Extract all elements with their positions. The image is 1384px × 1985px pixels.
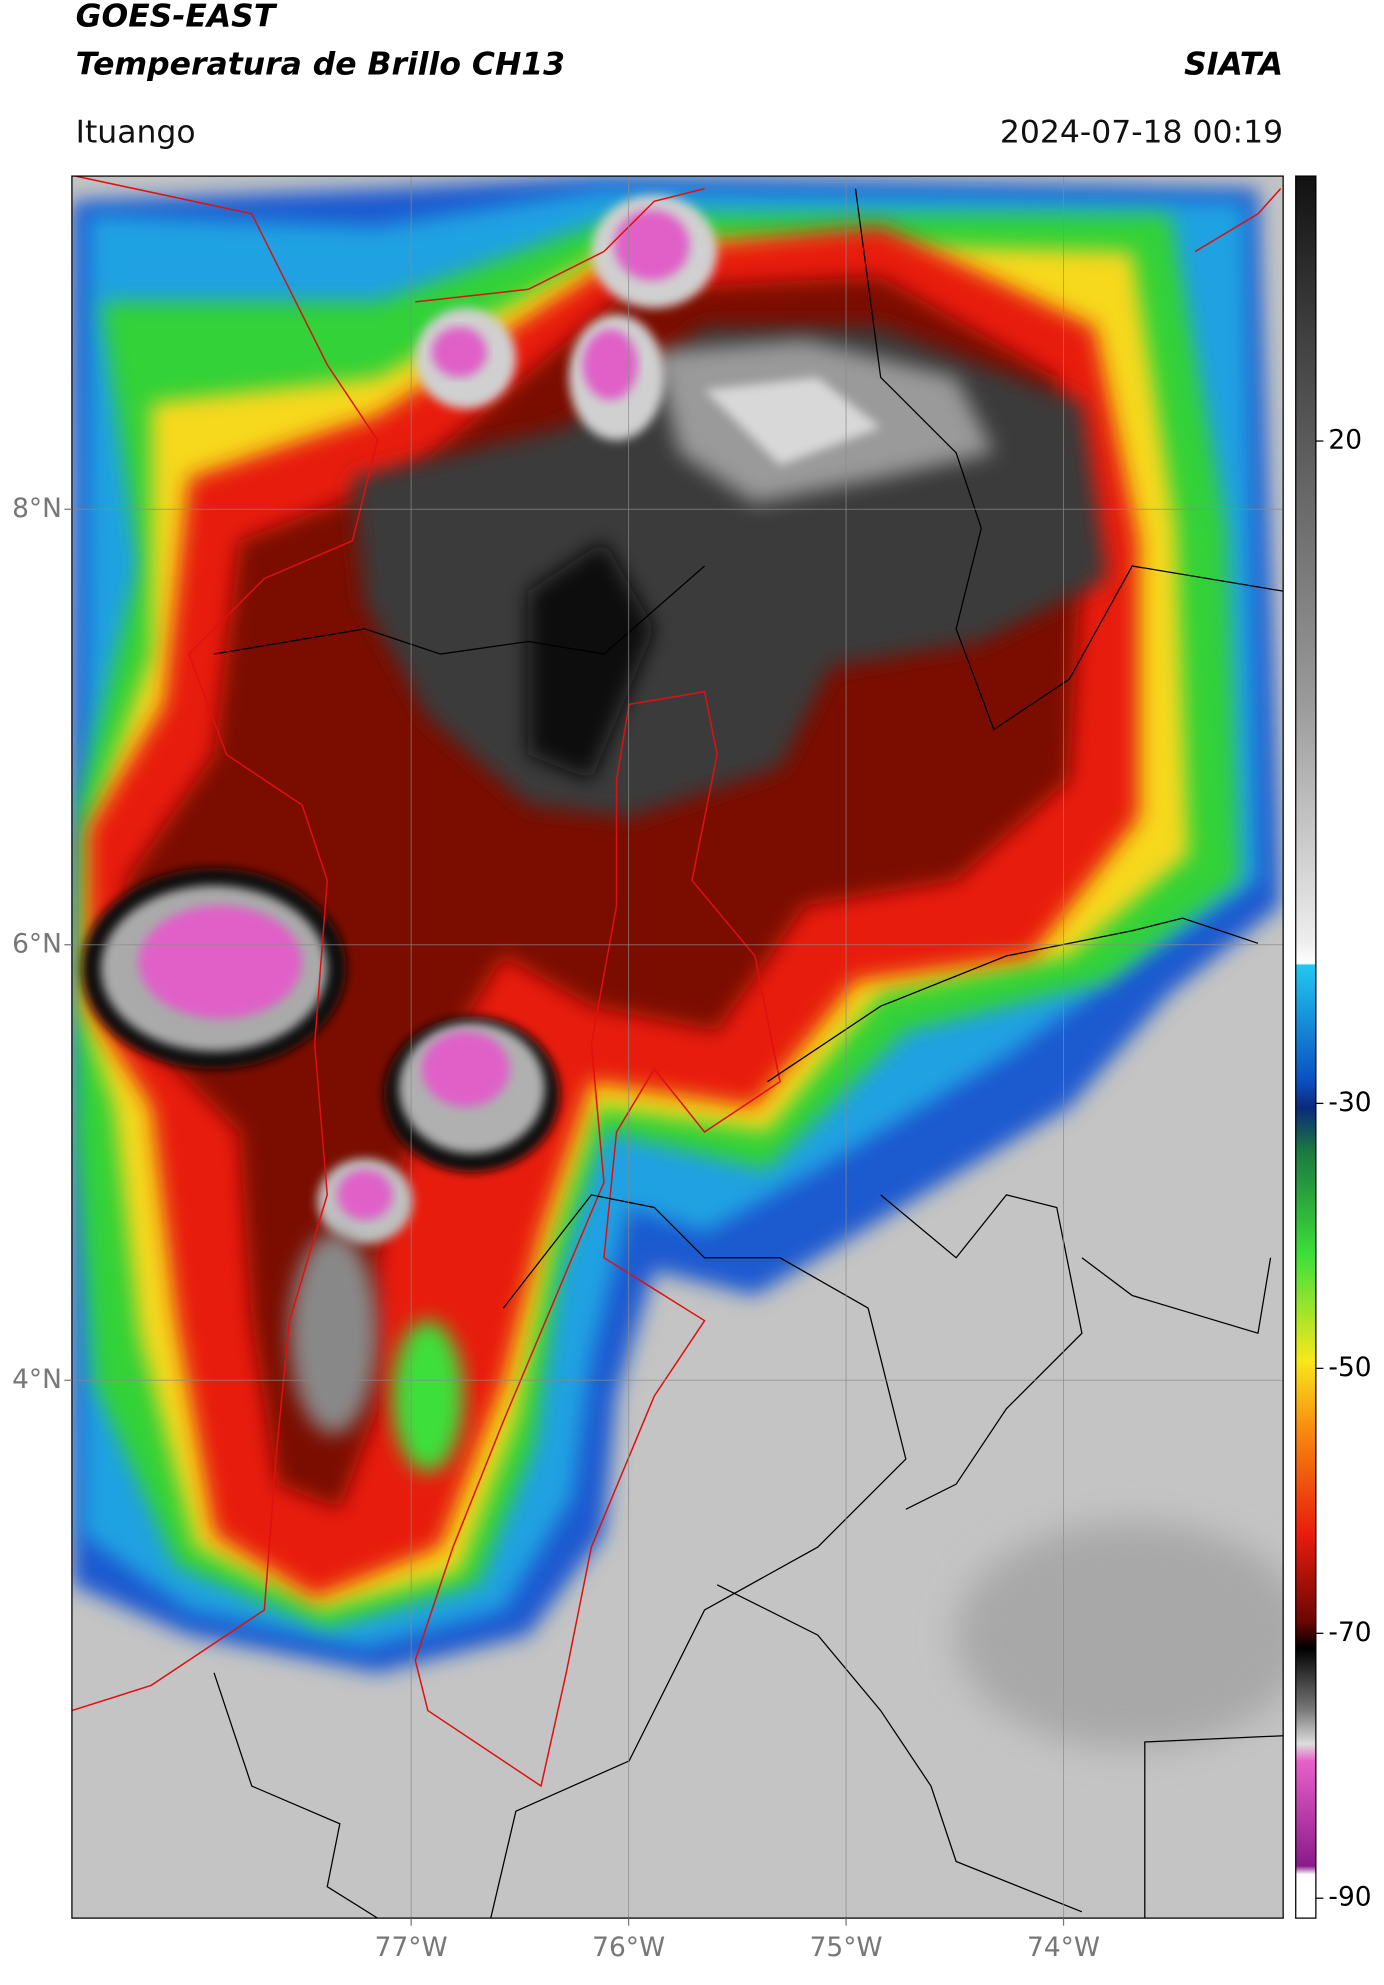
subtitle: Temperatura de Brillo CH13	[76, 46, 565, 82]
colorbar	[1295, 175, 1317, 1919]
lon-tick-label: 76°W	[592, 1932, 665, 1963]
lon-tick-label: 77°W	[375, 1932, 448, 1963]
satellite-image	[71, 176, 1284, 1919]
lon-tick-label: 75°W	[810, 1932, 883, 1963]
colorbar-tick-label: -50	[1328, 1352, 1371, 1383]
title: GOES-EAST	[76, 0, 278, 35]
lat-tick-label: 6°N	[12, 928, 62, 959]
datetime: 2024-07-18 00:19	[1000, 114, 1283, 150]
colorbar-tick-label: 20	[1328, 425, 1362, 456]
lat-tick-label: 8°N	[12, 493, 62, 524]
source: SIATA	[1184, 46, 1283, 82]
map-frame	[71, 175, 1284, 1919]
colorbar-tick-label: -70	[1328, 1617, 1371, 1648]
location: Ituango	[76, 114, 196, 150]
lat-tick-label: 4°N	[12, 1364, 62, 1395]
lon-tick-label: 74°W	[1027, 1932, 1100, 1963]
colorbar-tick-label: -30	[1328, 1087, 1371, 1118]
colorbar-tick-label: -90	[1328, 1882, 1371, 1913]
graticule	[71, 176, 1284, 1919]
